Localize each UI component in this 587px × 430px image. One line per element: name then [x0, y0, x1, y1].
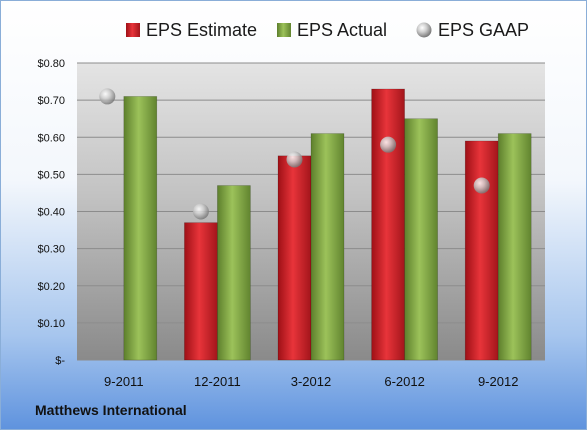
company-name: Matthews International [35, 402, 187, 418]
bars [123, 88, 532, 361]
x-tick-label: 9-2012 [478, 374, 518, 389]
legend: EPS Estimate EPS Actual EPS GAAP [126, 20, 529, 40]
legend-swatch-eps-actual [277, 23, 291, 37]
y-tick-label: $0.70 [37, 95, 65, 107]
x-tick-label: 9-2011 [104, 374, 144, 389]
marker-eps-gaap [99, 88, 116, 105]
y-axis-tick-labels: $- $0.10 $0.20 $0.30 $0.40 $0.50 $0.60 $0.70 $0.… [37, 58, 65, 367]
legend-label-eps-estimate: EPS Estimate [146, 20, 257, 40]
bar-eps-actual [123, 96, 158, 361]
bar-eps-estimate [184, 222, 218, 361]
y-tick-label: $0.30 [37, 244, 65, 256]
x-tick-label: 6-2012 [384, 374, 424, 389]
y-tick-label: $0.20 [37, 281, 65, 293]
legend-swatch-eps-gaap [416, 22, 432, 38]
y-tick-label: $0.80 [37, 58, 65, 70]
bar-eps-estimate [464, 140, 499, 361]
bar-eps-actual [310, 133, 345, 361]
y-tick-label: $- [55, 355, 65, 367]
marker-eps-gaap [473, 177, 490, 194]
bar-eps-actual [217, 185, 251, 361]
bar-eps-estimate [277, 155, 312, 361]
gaap-markers [99, 88, 490, 220]
x-tick-label: 3-2012 [291, 374, 331, 389]
x-tick-label: 12-2011 [194, 374, 241, 389]
y-tick-label: $0.10 [37, 318, 65, 330]
marker-eps-gaap [380, 136, 397, 153]
marker-eps-gaap [286, 151, 303, 168]
legend-label-eps-actual: EPS Actual [297, 20, 387, 40]
y-tick-label: $0.50 [37, 169, 65, 181]
bar-eps-actual [404, 118, 438, 361]
bar-eps-estimate [371, 88, 405, 361]
y-tick-label: $0.40 [37, 207, 65, 219]
legend-swatch-eps-estimate [126, 23, 140, 37]
bar-eps-actual [497, 133, 532, 361]
legend-label-eps-gaap: EPS GAAP [438, 20, 529, 40]
marker-eps-gaap [192, 203, 209, 220]
x-axis-tick-labels: 9-2011 12-2011 3-2012 6-2012 9-2012 [104, 374, 518, 389]
y-tick-label: $0.60 [37, 132, 65, 144]
